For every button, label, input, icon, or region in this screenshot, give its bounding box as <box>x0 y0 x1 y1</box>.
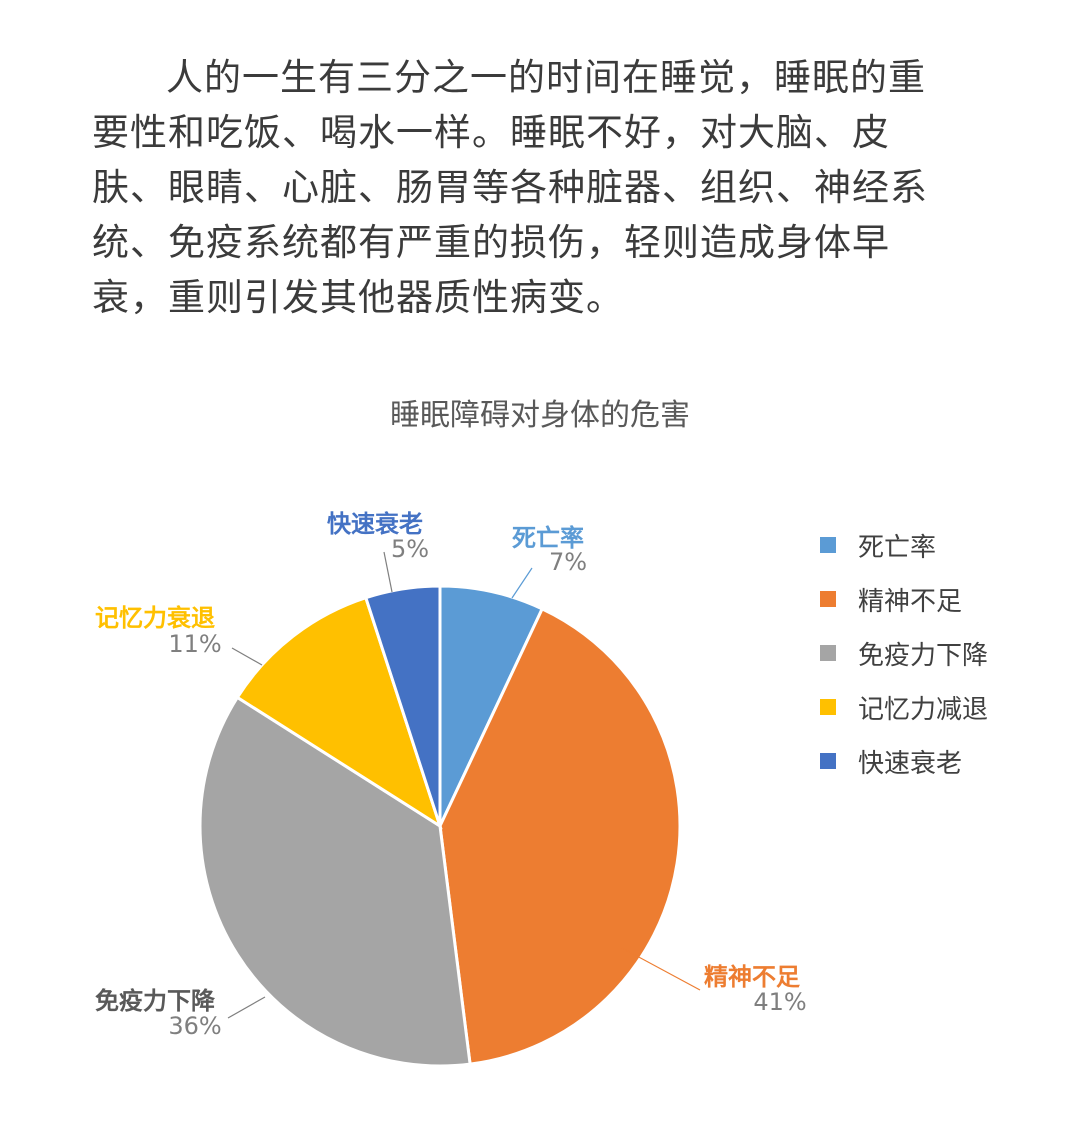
legend-item-3: 免疫力下降 <box>820 626 988 680</box>
legend-label-1: 死亡率 <box>858 532 937 563</box>
pie-slice-4 <box>235 595 443 830</box>
leader-line-2 <box>621 947 701 991</box>
leader-line-1 <box>511 567 533 599</box>
slice-value-3: 36% <box>168 1012 222 1040</box>
pie-slice-1 <box>438 584 545 827</box>
legend-item-5: 快速衰老 <box>820 734 988 788</box>
pie-slice-5 <box>363 584 442 827</box>
legend-item-4: 记忆力减退 <box>820 680 988 734</box>
slice-label-4: 记忆力衰退 <box>95 604 215 632</box>
slice-value-4: 11% <box>168 630 222 658</box>
slice-value-2: 41% <box>753 988 807 1016</box>
legend-swatch-3 <box>820 645 836 661</box>
legend-label-2: 精神不足 <box>858 586 963 617</box>
leader-line-4 <box>231 647 263 666</box>
legend-label-5: 快速衰老 <box>858 748 963 779</box>
legend-swatch-1 <box>820 537 836 553</box>
chart-title: 睡眠障碍对身体的危害 <box>390 398 690 433</box>
chart-legend: 死亡率精神不足免疫力下降记忆力减退快速衰老 <box>820 518 988 788</box>
slice-label-5: 快速衰老 <box>327 510 423 538</box>
slice-label-2: 精神不足 <box>704 963 800 991</box>
legend-swatch-4 <box>820 699 836 715</box>
legend-swatch-5 <box>820 753 836 769</box>
intro-paragraph: 人的一生有三分之一的时间在睡觉，睡眠的重要性和吃饭、喝水一样。睡眠不好，对大脑、… <box>92 56 928 319</box>
legend-label-3: 免疫力下降 <box>858 640 989 671</box>
slice-value-5: 5% <box>390 535 430 563</box>
legend-item-1: 死亡率 <box>820 518 988 572</box>
pie-slice-3 <box>198 695 472 1068</box>
legend-item-2: 精神不足 <box>820 572 988 626</box>
slice-label-3: 免疫力下降 <box>95 987 215 1015</box>
slice-value-1: 7% <box>548 548 588 576</box>
pie-slice-2 <box>438 606 682 1066</box>
legend-swatch-2 <box>820 591 836 607</box>
leader-line-5 <box>383 551 393 593</box>
slice-label-1: 死亡率 <box>512 524 584 552</box>
leader-line-3 <box>227 996 266 1019</box>
legend-label-4: 记忆力减退 <box>858 694 989 725</box>
